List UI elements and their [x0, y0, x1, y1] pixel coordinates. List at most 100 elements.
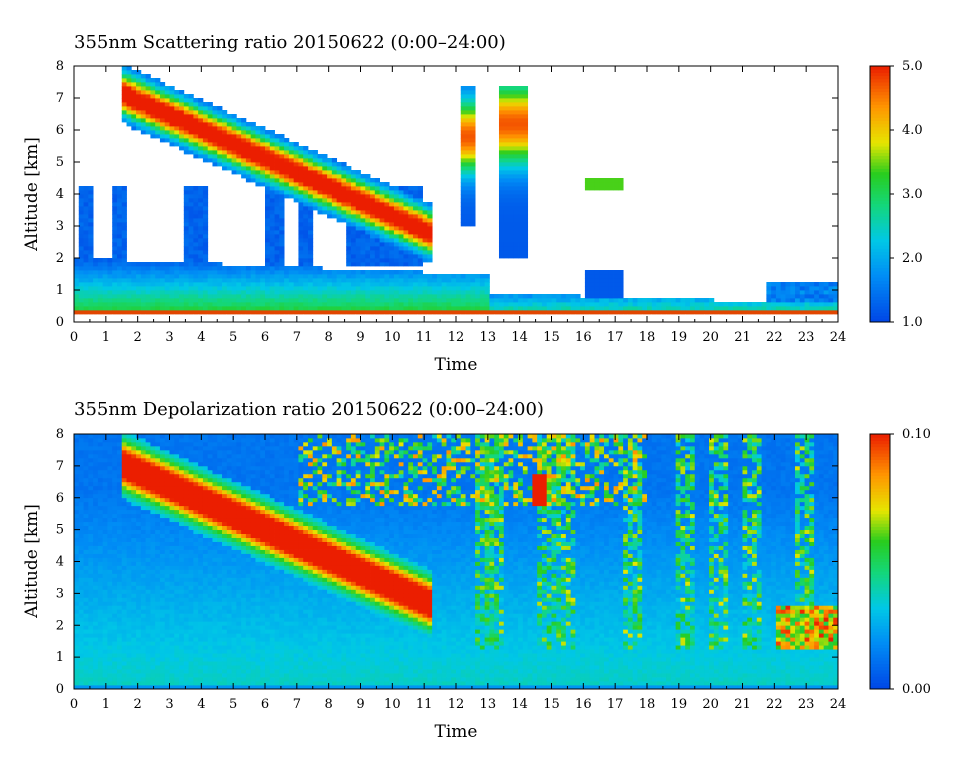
heatmap-cell — [284, 146, 289, 150]
heatmap-cell — [308, 290, 313, 294]
heatmap-cell — [93, 510, 98, 514]
heatmap-cell — [112, 510, 117, 514]
heatmap-cell — [298, 194, 303, 198]
heatmap-cell — [112, 470, 117, 474]
heatmap-cell — [88, 673, 93, 677]
heatmap-cell — [265, 182, 270, 186]
heatmap-cell — [117, 434, 122, 438]
heatmap-cell — [279, 270, 284, 274]
heatmap-cell — [499, 110, 504, 114]
heatmap-cell — [380, 314, 385, 318]
heatmap-cell — [232, 130, 237, 134]
heatmap-cell — [198, 130, 203, 134]
heatmap-cell — [127, 637, 132, 641]
heatmap-cell — [270, 290, 275, 294]
heatmap-cell — [666, 314, 671, 318]
heatmap-cell — [117, 669, 122, 673]
heatmap-cell — [150, 474, 155, 478]
heatmap-cell — [265, 186, 270, 190]
heatmap-cell — [74, 617, 79, 621]
heatmap-cell — [327, 194, 332, 198]
heatmap-cell — [203, 214, 208, 218]
heatmap-cell — [485, 274, 490, 278]
heatmap-cell — [513, 122, 518, 126]
heatmap-cell — [146, 482, 151, 486]
x-tick-label: 17 — [607, 330, 624, 345]
heatmap-cell — [327, 178, 332, 182]
colorbar-segment — [870, 204, 890, 208]
heatmap-cell — [117, 298, 122, 302]
heatmap-cell — [131, 450, 136, 454]
heatmap-cell — [131, 70, 136, 74]
heatmap-cell — [74, 270, 79, 274]
heatmap-cell — [346, 202, 351, 206]
heatmap-cell — [313, 282, 318, 286]
heatmap-cell — [332, 190, 337, 194]
heatmap-cell — [337, 286, 342, 290]
heatmap-cell — [131, 609, 136, 613]
heatmap-cell — [518, 158, 523, 162]
heatmap-cell — [351, 230, 356, 234]
heatmap-cell — [160, 657, 165, 661]
heatmap-cell — [470, 122, 475, 126]
heatmap-cell — [423, 234, 428, 238]
heatmap-cell — [217, 286, 222, 290]
heatmap-cell — [494, 310, 499, 314]
heatmap-cell — [103, 458, 108, 462]
heatmap-cell — [399, 262, 404, 266]
heatmap-cell — [146, 262, 151, 266]
heatmap-cell — [131, 554, 136, 558]
heatmap-cell — [193, 258, 198, 262]
heatmap-cell — [513, 306, 518, 310]
heatmap-cell — [384, 274, 389, 278]
heatmap-cell — [117, 518, 122, 522]
heatmap-cell — [122, 314, 127, 318]
heatmap-cell — [155, 581, 160, 585]
heatmap-cell — [690, 310, 695, 314]
heatmap-cell — [456, 302, 461, 306]
heatmap-cell — [260, 146, 265, 150]
heatmap-cell — [446, 310, 451, 314]
heatmap-cell — [117, 482, 122, 486]
heatmap-cell — [131, 114, 136, 118]
heatmap-cell — [370, 274, 375, 278]
heatmap-cell — [332, 282, 337, 286]
heatmap-cell — [112, 222, 117, 226]
heatmap-cell — [260, 174, 265, 178]
heatmap-cell — [150, 514, 155, 518]
heatmap-cell — [174, 122, 179, 126]
heatmap-cell — [418, 234, 423, 238]
heatmap-cell — [828, 290, 833, 294]
heatmap-cell — [84, 518, 89, 522]
heatmap-cell — [757, 314, 762, 318]
heatmap-cell — [504, 158, 509, 162]
heatmap-cell — [270, 262, 275, 266]
heatmap-cell — [232, 282, 237, 286]
heatmap-cell — [93, 306, 98, 310]
colorbar-segment — [870, 120, 890, 124]
heatmap-cell — [79, 546, 84, 550]
heatmap-cell — [403, 222, 408, 226]
heatmap-cell — [518, 166, 523, 170]
heatmap-cell — [127, 629, 132, 633]
heatmap-cell — [103, 605, 108, 609]
heatmap-cell — [380, 262, 385, 266]
heatmap-cell — [88, 609, 93, 613]
heatmap-cell — [141, 86, 146, 90]
heatmap-cell — [141, 569, 146, 573]
heatmap-cell — [127, 677, 132, 681]
heatmap-cell — [198, 262, 203, 266]
heatmap-cell — [117, 653, 122, 657]
heatmap-cell — [150, 438, 155, 442]
heatmap-cell — [380, 310, 385, 314]
heatmap-cell — [236, 314, 241, 318]
heatmap-cell — [604, 182, 609, 186]
heatmap-cell — [217, 306, 222, 310]
heatmap-cell — [122, 198, 127, 202]
heatmap-cell — [246, 314, 251, 318]
heatmap-cell — [781, 302, 786, 306]
heatmap-cell — [361, 262, 366, 266]
heatmap-cell — [241, 126, 246, 130]
heatmap-cell — [222, 110, 227, 114]
heatmap-cell — [146, 617, 151, 621]
